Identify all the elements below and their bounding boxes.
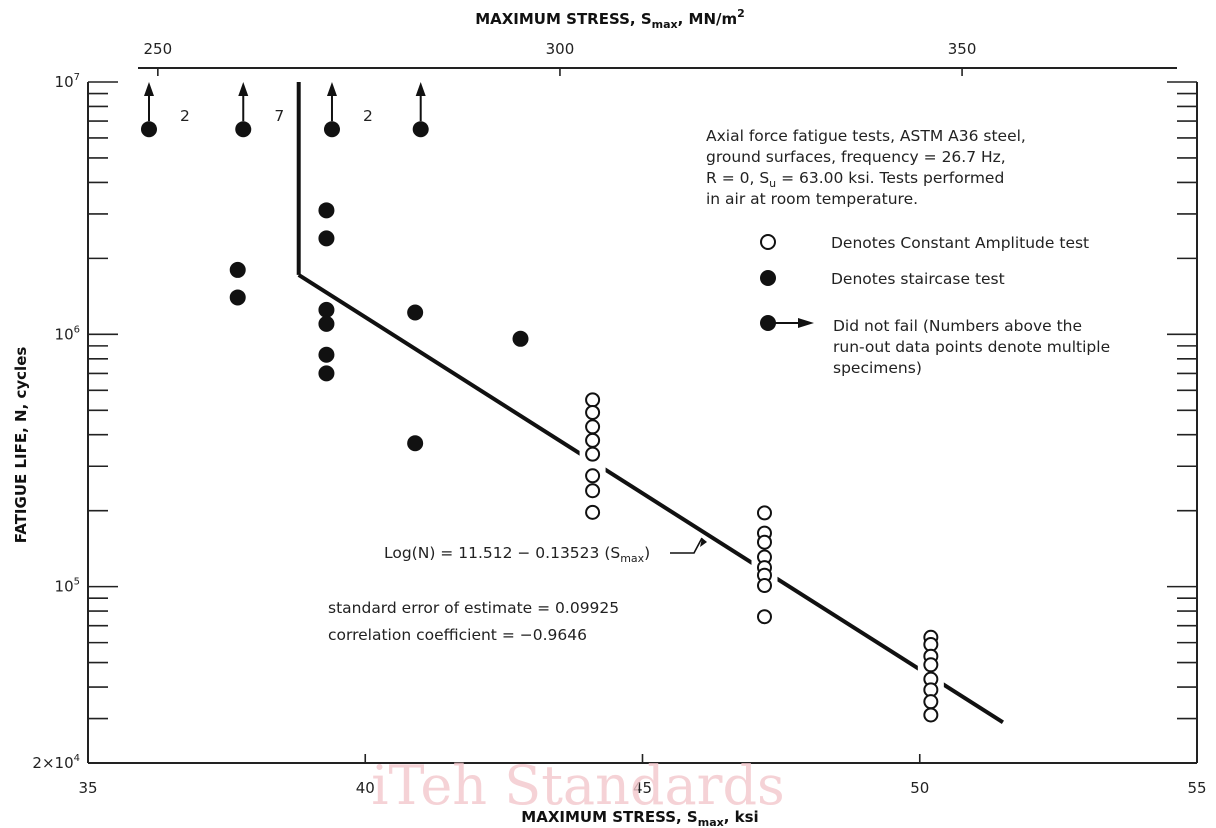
legend-label-runout-line: specimens) <box>833 359 922 377</box>
runout-count-label: 2 <box>180 107 190 125</box>
runout-count-label: 2 <box>363 107 373 125</box>
runout-arrowhead <box>143 82 154 96</box>
x-tick-label: 40 <box>356 779 375 797</box>
constant-amplitude-point <box>585 504 601 520</box>
constant-amplitude-point <box>585 419 601 435</box>
legend-label-runout-line: run-out data points denote multiple <box>833 338 1110 356</box>
runout-point <box>323 121 340 138</box>
x-tick-label: 35 <box>78 779 97 797</box>
staircase-point <box>229 289 246 306</box>
equation-leader <box>670 537 703 554</box>
legend-filled-circle <box>760 270 776 286</box>
constant-amplitude-point <box>923 707 939 723</box>
staircase-point <box>318 315 335 332</box>
x2-axis-title: MAXIMUM STRESS, Smax, MN/m2 <box>475 7 745 31</box>
constant-amplitude-point <box>585 392 601 408</box>
axes <box>87 67 1198 764</box>
staircase-point <box>229 261 246 278</box>
equation-leader-arrowhead <box>700 538 707 547</box>
watermark: iTeh Standards <box>371 754 785 817</box>
constant-amplitude-point <box>585 432 601 448</box>
staircase-point <box>407 304 424 321</box>
y-tick-label: 106 <box>55 324 80 343</box>
x2-tick-label: 250 <box>144 40 173 58</box>
legend-label-staircase: Denotes staircase test <box>831 270 1005 288</box>
staircase-point <box>318 346 335 363</box>
equation-label: Log(N) = 11.512 − 0.13523 (Smax) <box>384 544 650 565</box>
x2-tick-label: 300 <box>546 40 575 58</box>
runout-point <box>235 121 252 138</box>
constant-amplitude-point <box>923 694 939 710</box>
annotations: Log(N) = 11.512 − 0.13523 (Smax) Axial fo… <box>328 127 1026 644</box>
staircase-point <box>512 330 529 347</box>
legend-label-runout-line: Did not fail (Numbers above the <box>833 317 1082 335</box>
constant-amplitude-point <box>923 657 939 673</box>
test-description-line: Axial force fatigue tests, ASTM A36 stee… <box>706 127 1026 145</box>
constant-amplitude-point <box>585 468 601 484</box>
constant-amplitude-point <box>585 483 601 499</box>
constant-amplitude-point <box>756 578 772 594</box>
runout-point <box>140 121 157 138</box>
staircase-point <box>318 365 335 382</box>
runout-count-label: 7 <box>274 107 284 125</box>
constant-amplitude-point <box>756 534 772 550</box>
y-tick-label: 105 <box>55 577 80 596</box>
stats-line: standard error of estimate = 0.09925 <box>328 599 619 617</box>
staircase-point <box>318 202 335 219</box>
staircase-point <box>407 435 424 452</box>
test-description-line: R = 0, Su = 63.00 ksi. Tests performed <box>706 169 1004 190</box>
runout-arrowhead <box>238 82 249 96</box>
y-tick-label: 107 <box>55 72 80 91</box>
legend-label-constant: Denotes Constant Amplitude test <box>831 234 1089 252</box>
x-tick-label: 45 <box>633 779 652 797</box>
constant-amplitude-point <box>756 505 772 521</box>
runout-point <box>412 121 429 138</box>
x-tick-label: 55 <box>1187 779 1206 797</box>
constant-amplitude-point <box>585 446 601 462</box>
x-tick-label: 50 <box>910 779 929 797</box>
runout-arrowhead <box>326 82 337 96</box>
staircase-point <box>318 230 335 247</box>
test-description-line: in air at room temperature. <box>706 190 918 208</box>
y-tick-label: 2×104 <box>32 753 80 772</box>
constant-amplitude-point <box>585 404 601 420</box>
constant-amplitude-point <box>756 609 772 625</box>
stats-line: correlation coefficient = −0.9646 <box>328 626 587 644</box>
y-axis-title: FATIGUE LIFE, N, cycles <box>12 347 30 544</box>
data-points: 2 7 2 <box>140 82 939 723</box>
tick-marks <box>87 68 1198 764</box>
legend-runout-arrowhead <box>798 318 814 328</box>
legend: Denotes Constant Amplitude test Denotes s… <box>760 234 1110 377</box>
runout-arrowhead <box>415 82 426 96</box>
staircase-point <box>318 301 335 318</box>
test-description-line: ground surfaces, frequency = 26.7 Hz, <box>706 148 1006 166</box>
fit-line-sloped <box>297 273 1004 724</box>
x2-tick-label: 350 <box>948 40 977 58</box>
tick-labels: 35 40 45 50 55 250 300 350 2×104 105 106 107 <box>32 40 1206 797</box>
legend-open-circle <box>760 234 776 250</box>
